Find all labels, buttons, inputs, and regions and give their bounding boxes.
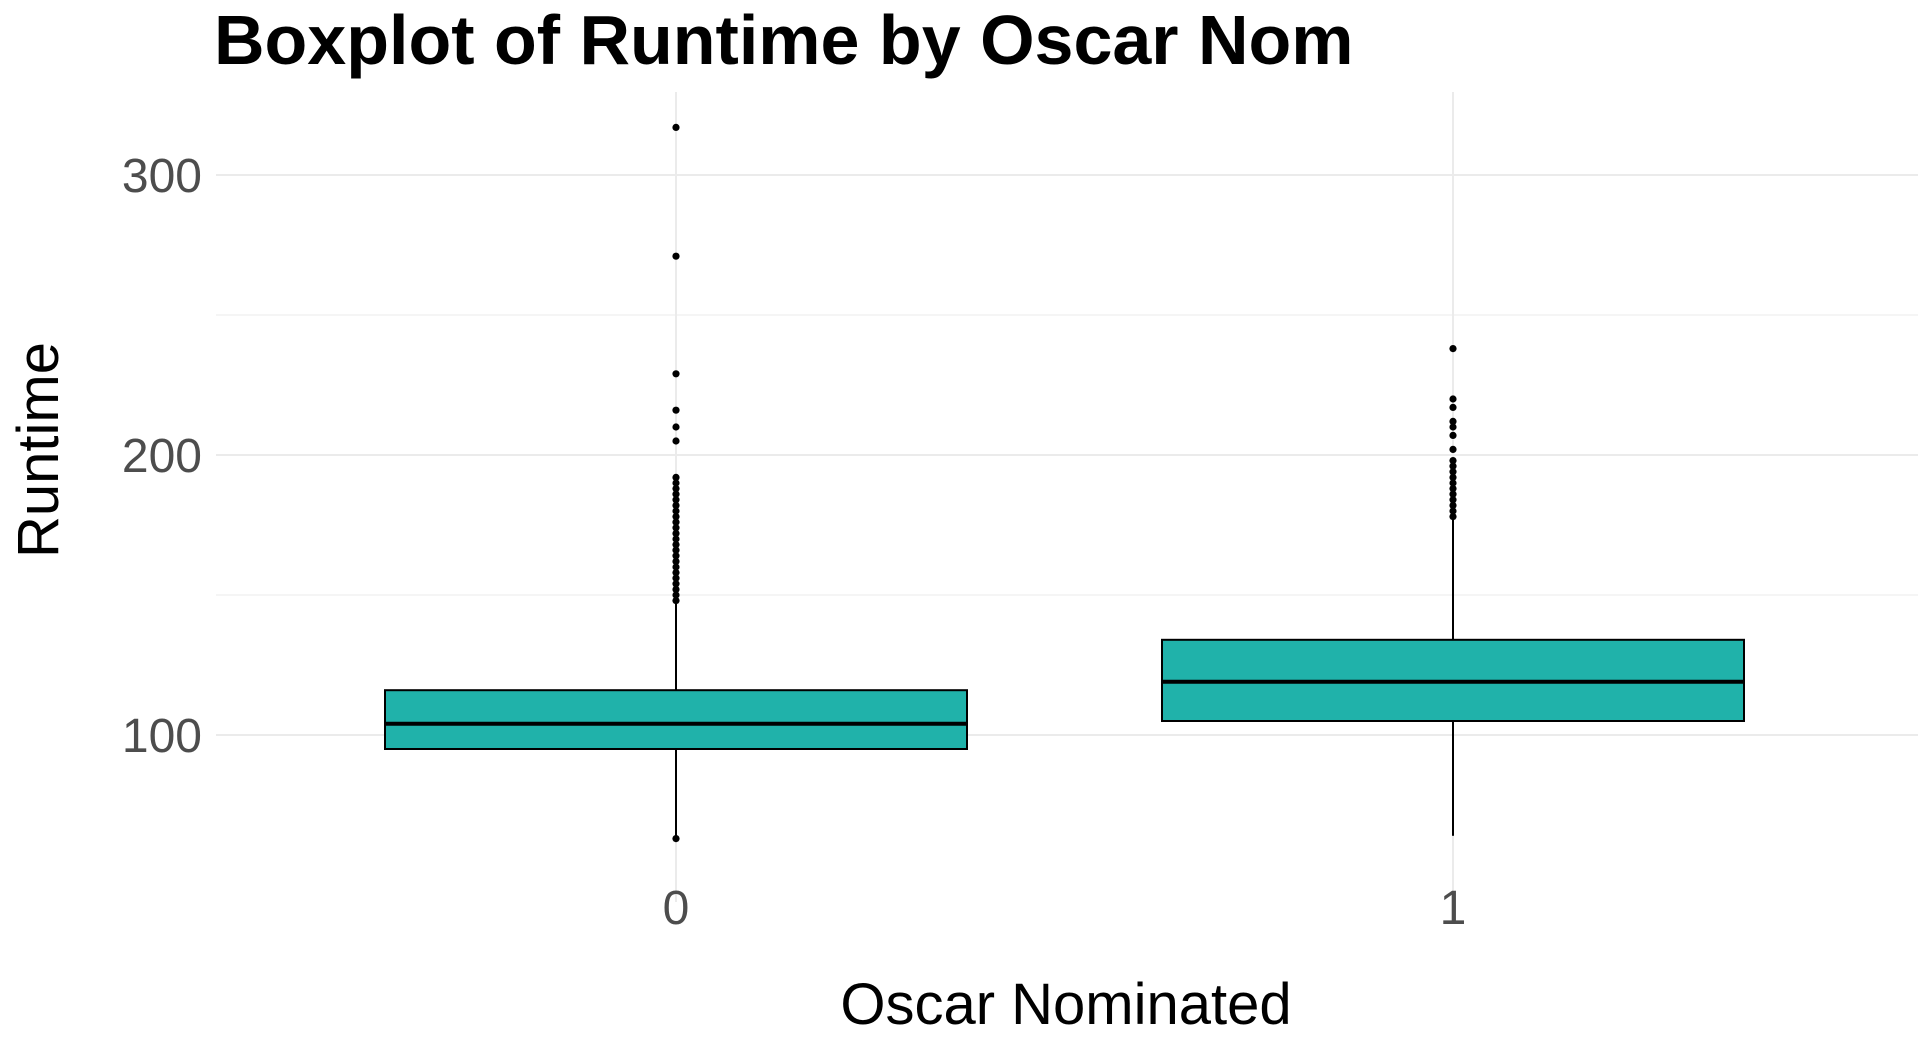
outlier-point <box>672 123 680 131</box>
outlier-point <box>672 490 680 498</box>
outlier-point <box>672 513 680 521</box>
outlier-point <box>672 518 680 526</box>
tick-labels: 100 200 300 0 1 <box>122 150 1466 935</box>
outlier-point <box>1449 431 1457 439</box>
outlier-point <box>1449 496 1457 504</box>
outlier-point <box>672 580 680 588</box>
outlier-point <box>672 597 680 605</box>
y-tick-label: 100 <box>122 710 202 763</box>
outlier-point <box>672 501 680 509</box>
outlier-point <box>1449 473 1457 481</box>
outlier-point <box>672 479 680 487</box>
outlier-point <box>672 591 680 599</box>
outlier-point <box>672 529 680 538</box>
outlier-point <box>672 552 680 560</box>
outlier-point <box>672 473 680 481</box>
x-axis-title: Oscar Nominated <box>840 972 1291 1037</box>
outlier-point <box>672 406 680 414</box>
outlier-point <box>1449 479 1457 487</box>
outlier-point <box>672 252 680 260</box>
box-group-1 <box>1161 345 1745 836</box>
chart-title: Boxplot of Runtime by Oscar Nom <box>214 1 1354 79</box>
outlier-point <box>1449 457 1457 465</box>
outlier-point <box>672 835 680 843</box>
outlier-point <box>672 535 680 543</box>
boxes <box>384 123 1745 843</box>
box-group-0 <box>384 123 968 843</box>
outlier-point <box>672 557 680 566</box>
outlier-point <box>1449 513 1457 521</box>
outlier-point <box>672 507 680 515</box>
outlier-point <box>1449 468 1457 476</box>
outlier-point <box>672 541 680 549</box>
outlier-point <box>672 563 680 571</box>
outlier-point <box>672 546 680 554</box>
outlier-point <box>672 569 680 577</box>
grid-lines <box>216 92 1918 902</box>
y-tick-label: 200 <box>122 430 202 483</box>
outlier-point <box>1449 501 1457 509</box>
outlier-point <box>1449 417 1457 425</box>
outlier-point <box>1449 485 1457 493</box>
x-tick-label: 1 <box>1440 882 1467 935</box>
outlier-point <box>1449 403 1457 411</box>
outlier-point <box>1449 345 1457 353</box>
outlier-point <box>672 485 680 493</box>
outlier-point <box>1449 507 1457 515</box>
outlier-point <box>672 423 680 431</box>
y-tick-label: 300 <box>122 150 202 203</box>
outlier-point <box>1449 462 1457 470</box>
outlier-point <box>672 574 680 582</box>
outlier-point <box>672 370 680 378</box>
outlier-point <box>672 437 680 445</box>
outlier-point <box>1449 423 1457 431</box>
outlier-point <box>672 496 680 504</box>
outlier-point <box>1449 445 1457 453</box>
outlier-point <box>1449 490 1457 498</box>
outlier-point <box>672 524 680 532</box>
y-axis-title: Runtime <box>6 342 71 558</box>
outlier-point <box>1449 395 1457 403</box>
outlier-point <box>672 585 680 594</box>
x-tick-label: 0 <box>663 882 690 935</box>
iqr-box <box>384 689 968 751</box>
